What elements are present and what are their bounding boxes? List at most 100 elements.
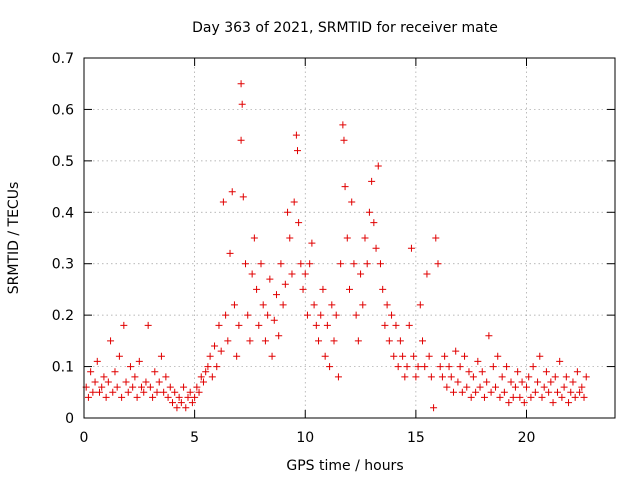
x-tick-label: 10 (296, 430, 314, 446)
data-point (326, 363, 334, 371)
data-point (259, 301, 267, 309)
data-point (547, 378, 555, 386)
data-point (456, 363, 464, 371)
data-point (266, 275, 274, 283)
data-point (487, 388, 495, 396)
data-point (401, 373, 409, 381)
data-point (126, 363, 134, 371)
data-point (414, 363, 422, 371)
data-point (399, 352, 407, 360)
data-point (160, 388, 168, 396)
plot-frame (83, 57, 616, 419)
data-point (224, 337, 232, 345)
data-point (290, 198, 298, 206)
data-point (361, 234, 369, 242)
data-point (270, 316, 278, 324)
data-point (474, 357, 482, 365)
data-point (279, 301, 287, 309)
data-point (483, 378, 491, 386)
data-point (191, 393, 199, 401)
data-point (175, 393, 183, 401)
data-point (441, 352, 449, 360)
y-tick-label: 0.5 (52, 154, 74, 170)
data-point (525, 373, 533, 381)
data-point (295, 219, 303, 227)
data-point (385, 337, 393, 345)
data-point (244, 311, 252, 319)
data-point (84, 393, 92, 401)
data-point (370, 219, 378, 227)
data-point (489, 363, 497, 371)
data-point (115, 352, 123, 360)
data-point (323, 321, 331, 329)
data-point (118, 393, 126, 401)
y-tick-label: 0.1 (52, 360, 74, 376)
data-point (438, 373, 446, 381)
data-point (261, 337, 269, 345)
data-point (133, 393, 141, 401)
data-point (403, 363, 411, 371)
data-point (494, 352, 502, 360)
data-point (308, 239, 316, 247)
data-point (199, 378, 207, 386)
data-point (507, 378, 515, 386)
data-point (255, 321, 263, 329)
data-point (571, 393, 579, 401)
data-point (582, 373, 590, 381)
data-point (573, 368, 581, 376)
data-point (383, 301, 391, 309)
data-point (162, 373, 170, 381)
data-point (328, 301, 336, 309)
y-axis-tick-labels: 0 0.1 0.2 0.3 0.4 0.5 0.6 0.7 (52, 51, 74, 427)
data-point (113, 383, 121, 391)
data-point (381, 321, 389, 329)
data-point (153, 388, 161, 396)
data-point (556, 357, 564, 365)
data-point (374, 162, 382, 170)
data-point (197, 373, 205, 381)
data-point (177, 399, 185, 407)
data-point (149, 393, 157, 401)
data-point (171, 388, 179, 396)
data-point (95, 388, 103, 396)
data-point (334, 373, 342, 381)
data-point (434, 260, 442, 268)
data-point (518, 378, 526, 386)
data-point (310, 301, 318, 309)
x-tick-label: 15 (407, 430, 425, 446)
data-point (111, 368, 119, 376)
data-point (246, 337, 254, 345)
data-point (368, 177, 376, 185)
y-tick-label: 0.3 (52, 257, 74, 273)
data-point (538, 393, 546, 401)
data-point (469, 373, 477, 381)
data-point (186, 388, 194, 396)
data-point (144, 321, 152, 329)
data-point (478, 368, 486, 376)
data-point (312, 321, 320, 329)
data-point (195, 388, 203, 396)
x-axis-label: GPS time / hours (286, 458, 403, 474)
data-point (206, 352, 214, 360)
data-point (461, 352, 469, 360)
data-point (93, 357, 101, 365)
data-point (553, 388, 561, 396)
data-point (576, 388, 584, 396)
data-point (549, 399, 557, 407)
axis-ticks (83, 57, 615, 419)
data-point (239, 193, 247, 201)
data-point (193, 383, 201, 391)
data-point (485, 332, 493, 340)
data-point (317, 311, 325, 319)
data-point (527, 393, 535, 401)
data-point (458, 388, 466, 396)
data-point (509, 393, 517, 401)
data-point (122, 378, 130, 386)
data-point (233, 352, 241, 360)
data-point (542, 368, 550, 376)
data-point (288, 270, 296, 278)
data-point (430, 404, 438, 412)
data-point (449, 388, 457, 396)
data-point (580, 393, 588, 401)
data-point (129, 383, 137, 391)
